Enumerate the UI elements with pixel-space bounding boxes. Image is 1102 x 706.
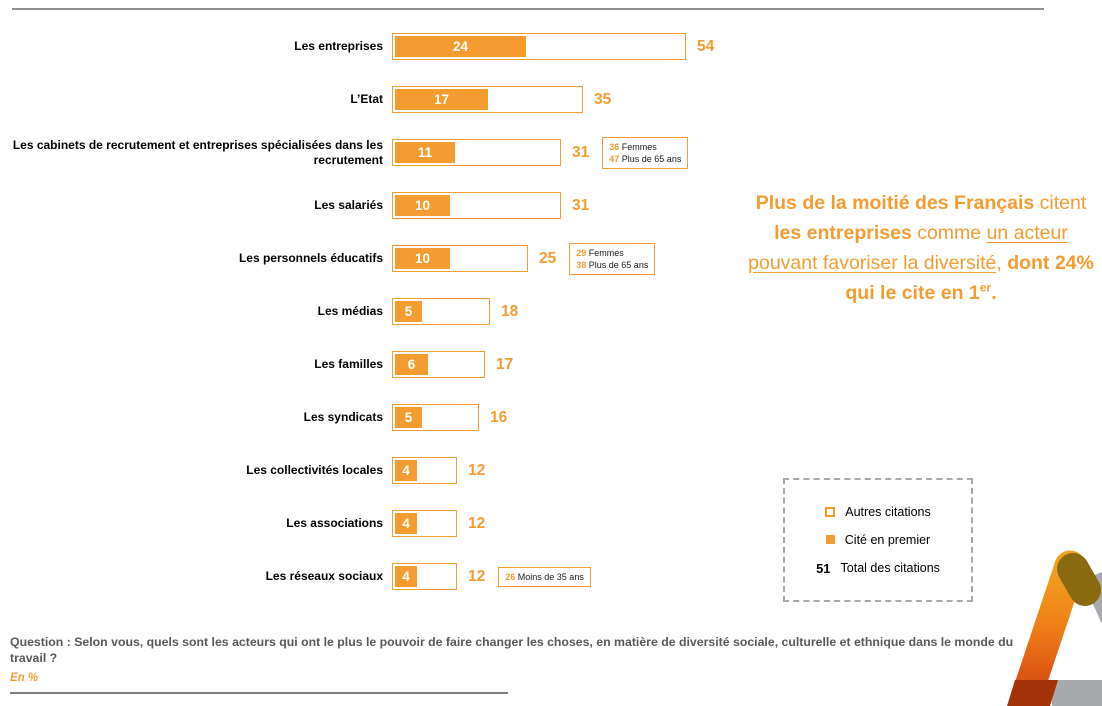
bar-row: Les cabinets de recrutement et entrepris… [0, 126, 780, 179]
bar-les-salaries: 10 [392, 192, 561, 219]
first-citation-value: 5 [404, 410, 413, 425]
bar-row: Les collectivités locales 4 12 [0, 444, 780, 497]
bar-les-syndicats: 5 [392, 404, 479, 431]
category-label: Les collectivités locales [246, 463, 383, 477]
first-citation-value: 11 [417, 145, 433, 160]
subgroup-note: 36 Femmes 47 Plus de 65 ans [602, 136, 689, 169]
legend-item-autres-citations: Autres citations [825, 504, 931, 519]
bar-chart: Les entreprises 24 54 L’Etat 17 35 [0, 20, 780, 603]
bar-fill-cite-en-premier: 24 [395, 36, 526, 57]
bar-row: L’Etat 17 35 [0, 73, 780, 126]
category-label: Les cabinets de recrutement et entrepris… [12, 137, 383, 167]
logo-orange-band [1012, 550, 1086, 706]
bar-row: Les entreprises 24 54 [0, 20, 780, 73]
bar-fill-cite-en-premier: 4 [395, 460, 417, 481]
total-citations-value: 17 [496, 355, 514, 373]
first-citation-value: 10 [414, 251, 431, 266]
first-citation-value: 17 [433, 92, 450, 107]
bar-personnels-educatifs: 10 [392, 245, 528, 272]
bar-les-medias: 5 [392, 298, 490, 325]
category-label: Les associations [286, 516, 383, 530]
legend-item-cite-en-premier: Cité en premier [825, 532, 931, 547]
bar-les-familles: 6 [392, 351, 485, 378]
legend-label: Cité en premier [844, 532, 931, 547]
first-citation-value: 6 [407, 357, 416, 372]
bar-cabinets-recrutement: 11 [392, 139, 561, 166]
key-insight-text: Plus de la moitié des Français citent le… [748, 192, 1094, 304]
bar-fill-cite-en-premier: 4 [395, 566, 417, 587]
bar-fill-cite-en-premier: 6 [395, 354, 428, 375]
total-citations-value: 54 [697, 37, 715, 55]
brand-logo [1007, 550, 1102, 706]
category-label: Les familles [314, 357, 383, 371]
bar-fill-cite-en-premier: 4 [395, 513, 417, 534]
bar-fill-cite-en-premier: 11 [395, 142, 455, 163]
total-citations-value: 18 [501, 302, 519, 320]
bar-les-associations: 4 [392, 510, 457, 537]
first-citation-value: 4 [402, 463, 410, 478]
subgroup-note: 26 Moins de 35 ans [498, 566, 591, 587]
category-label: Les salariés [314, 198, 383, 212]
total-citations-value: 16 [490, 408, 508, 426]
survey-question-text: Question : Selon vous, quels sont les ac… [10, 635, 1014, 665]
filled-square-swatch-icon [825, 535, 835, 544]
bar-l-etat: 17 [392, 86, 583, 113]
total-citations-value: 12 [468, 567, 486, 585]
total-citations-value: 31 [572, 196, 590, 214]
legend: Autres citations Cité en premier 51 Tota… [783, 478, 973, 602]
first-citation-value: 10 [414, 198, 431, 213]
logo-olive-cap [1057, 553, 1101, 606]
category-label: Les médias [317, 304, 383, 318]
logo-dark-red-foot [1007, 680, 1058, 706]
subgroup-note: 29 Femmes 38 Plus de 65 ans [569, 242, 656, 275]
bar-fill-cite-en-premier: 10 [395, 195, 450, 216]
unit-note: En % [10, 672, 39, 684]
total-citations-value: 31 [572, 143, 590, 161]
category-label: L’Etat [350, 92, 383, 106]
total-citations-value: 12 [468, 461, 486, 479]
first-citation-value: 4 [402, 569, 410, 584]
bottom-divider [10, 692, 508, 694]
bar-collectivites-locales: 4 [392, 457, 457, 484]
legend-label: Total des citations [840, 561, 940, 575]
category-label: Les entreprises [294, 39, 383, 53]
total-citations-value: 35 [594, 90, 612, 108]
outline-square-swatch-icon [825, 506, 836, 517]
bar-fill-cite-en-premier: 10 [395, 248, 450, 269]
bar-row: Les salariés 10 31 [0, 179, 780, 232]
legend-sample-value: 51 [816, 560, 831, 576]
bar-row: Les familles 6 17 [0, 338, 780, 391]
legend-item-total-citations: 51 Total des citations [816, 561, 940, 576]
first-citation-value: 4 [402, 516, 410, 531]
logo-gray-foot [1052, 680, 1102, 706]
bar-row: Les personnels éducatifs 10 25 29 Femmes… [0, 232, 780, 285]
bar-row: Les associations 4 12 [0, 497, 780, 550]
total-citations-value: 12 [468, 514, 486, 532]
category-label: Les syndicats [303, 410, 383, 424]
bar-reseaux-sociaux: 4 [392, 563, 457, 590]
bar-fill-cite-en-premier: 5 [395, 301, 422, 322]
category-label: Les réseaux sociaux [265, 569, 383, 583]
bar-fill-cite-en-premier: 17 [395, 89, 488, 110]
bar-row: Les médias 5 18 [0, 285, 780, 338]
bar-row: Les réseaux sociaux 4 12 26 Moins de 35 … [0, 550, 780, 603]
bar-fill-cite-en-premier: 5 [395, 407, 422, 428]
bar-les-entreprises: 24 [392, 33, 686, 60]
first-citation-value: 24 [452, 39, 469, 54]
category-label: Les personnels éducatifs [238, 251, 383, 265]
first-citation-value: 5 [404, 304, 413, 319]
bar-row: Les syndicats 5 16 [0, 391, 780, 444]
top-divider [12, 8, 1044, 10]
total-citations-value: 25 [539, 249, 557, 267]
legend-label: Autres citations [845, 504, 931, 519]
